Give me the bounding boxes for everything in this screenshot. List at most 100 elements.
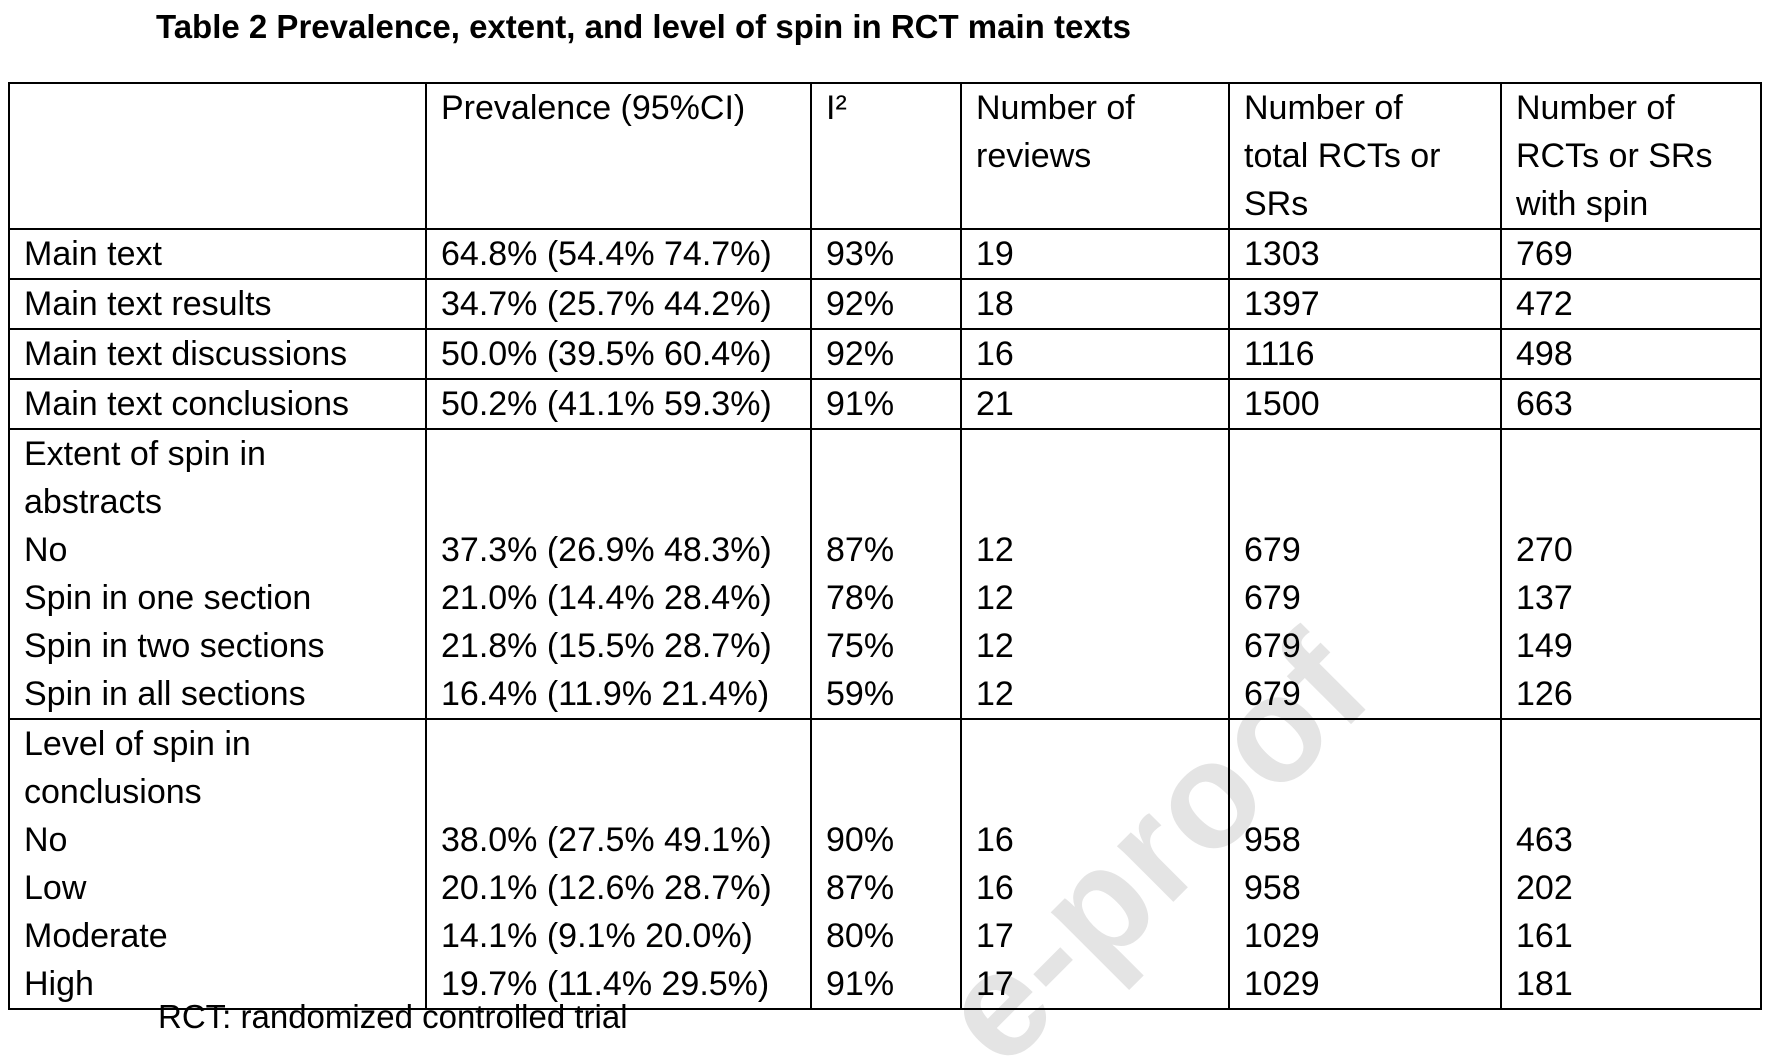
cell-total: 1303 <box>1228 228 1502 280</box>
section-label-cell: Level of spin in conclusions No Low Mode… <box>8 718 427 1010</box>
cell-spin: 202 <box>1516 869 1573 907</box>
spacer <box>826 721 956 816</box>
row-label: Main text discussions <box>8 328 427 380</box>
section-prevalence-cell: 38.0% (27.5% 49.1%) 20.1% (12.6% 28.7%) … <box>425 718 812 1010</box>
cell-prevalence: 19.7% (11.4% 29.5%) <box>441 965 770 1003</box>
cell-total: 958 <box>1244 869 1301 907</box>
cell-prevalence: 14.1% (9.1% 20.0%) <box>441 917 753 955</box>
cell-prevalence: 34.7% (25.7% 44.2%) <box>425 278 812 330</box>
header-empty <box>8 82 427 230</box>
section-total-cell: 958 958 1029 1029 <box>1228 718 1502 1010</box>
row-label: High <box>24 965 94 1003</box>
cell-prevalence: 21.0% (14.4% 28.4%) <box>441 579 772 617</box>
spacer <box>441 431 806 526</box>
table-title: Table 2 Prevalence, extent, and level of… <box>156 8 1132 45</box>
table-row-main-text-results: Main text results 34.7% (25.7% 44.2%) 92… <box>8 278 1762 330</box>
cell-spin: 463 <box>1516 821 1573 859</box>
cell-prevalence: 50.2% (41.1% 59.3%) <box>425 378 812 430</box>
row-label: Spin in two sections <box>24 627 325 665</box>
cell-total: 1029 <box>1244 917 1320 955</box>
cell-prevalence: 50.0% (39.5% 60.4%) <box>425 328 812 380</box>
section-row-level-conclusions: Level of spin in conclusions No Low Mode… <box>8 718 1762 1010</box>
cell-reviews: 12 <box>976 675 1014 713</box>
cell-i2: 87% <box>826 869 895 907</box>
cell-total: 1397 <box>1228 278 1502 330</box>
cell-total: 1029 <box>1244 965 1320 1003</box>
spacer <box>1516 431 1756 526</box>
cell-spin: 498 <box>1500 328 1762 380</box>
section-title: Level of spin in conclusions <box>24 725 251 811</box>
section-spin-cell: 463 202 161 181 <box>1500 718 1762 1010</box>
header-with-spin: Number of RCTs or SRs with spin <box>1500 82 1762 230</box>
row-label: No <box>24 531 68 569</box>
cell-reviews: 19 <box>960 228 1230 280</box>
cell-total: 679 <box>1244 627 1301 665</box>
header-reviews: Number of reviews <box>960 82 1230 230</box>
spacer <box>976 431 1224 526</box>
cell-reviews: 12 <box>976 531 1014 569</box>
cell-i2: 91% <box>826 965 895 1003</box>
cell-reviews: 17 <box>976 917 1014 955</box>
cell-i2: 75% <box>826 627 895 665</box>
cell-spin: 137 <box>1516 579 1573 617</box>
cell-reviews: 16 <box>976 821 1014 859</box>
header-row: Prevalence (95%CI) I² Number of reviews … <box>8 82 1762 230</box>
table-footnote: RCT: randomized controlled trial <box>158 998 628 1035</box>
cell-reviews: 17 <box>976 965 1014 1003</box>
section-spin-cell: 270 137 149 126 <box>1500 428 1762 720</box>
table-row-main-text: Main text 64.8% (54.4% 74.7%) 93% 19 130… <box>8 228 1762 280</box>
section-total-cell: 679 679 679 679 <box>1228 428 1502 720</box>
section-reviews-cell: 16 16 17 17 <box>960 718 1230 1010</box>
cell-i2: 90% <box>826 821 895 859</box>
header-total-rcts: Number of total RCTs or SRs <box>1228 82 1502 230</box>
cell-i2: 92% <box>810 328 962 380</box>
cell-spin: 161 <box>1516 917 1573 955</box>
cell-reviews: 21 <box>960 378 1230 430</box>
table-row-main-text-conclusions: Main text conclusions 50.2% (41.1% 59.3%… <box>8 378 1762 430</box>
cell-reviews: 12 <box>976 627 1014 665</box>
cell-prevalence: 20.1% (12.6% 28.7%) <box>441 869 772 907</box>
row-label: Spin in all sections <box>24 675 306 713</box>
section-reviews-cell: 12 12 12 12 <box>960 428 1230 720</box>
cell-spin: 663 <box>1500 378 1762 430</box>
cell-i2: 91% <box>810 378 962 430</box>
cell-total: 1500 <box>1228 378 1502 430</box>
row-label: Low <box>24 869 87 907</box>
spacer <box>1244 431 1496 526</box>
cell-total: 958 <box>1244 821 1301 859</box>
header-prevalence: Prevalence (95%CI) <box>425 82 812 230</box>
cell-i2: 87% <box>826 531 895 569</box>
row-label: Main text <box>8 228 427 280</box>
cell-spin: 126 <box>1516 675 1573 713</box>
row-label: No <box>24 821 68 859</box>
cell-spin: 472 <box>1500 278 1762 330</box>
cell-prevalence: 16.4% (11.9% 21.4%) <box>441 675 770 713</box>
cell-i2: 80% <box>826 917 895 955</box>
cell-total: 1116 <box>1228 328 1502 380</box>
cell-spin: 181 <box>1516 965 1573 1003</box>
section-row-extent-abstracts: Extent of spin in abstracts No Spin in o… <box>8 428 1762 720</box>
spin-prevalence-table: Prevalence (95%CI) I² Number of reviews … <box>8 82 1762 1010</box>
cell-reviews: 18 <box>960 278 1230 330</box>
cell-prevalence: 38.0% (27.5% 49.1%) <box>441 821 772 859</box>
spacer <box>1516 721 1756 816</box>
spacer <box>976 721 1224 816</box>
table-row-main-text-discussions: Main text discussions 50.0% (39.5% 60.4%… <box>8 328 1762 380</box>
section-i2-cell: 87% 78% 75% 59% <box>810 428 962 720</box>
cell-i2: 59% <box>826 675 895 713</box>
cell-spin: 270 <box>1516 531 1573 569</box>
cell-total: 679 <box>1244 531 1301 569</box>
section-title: Extent of spin in abstracts <box>24 435 266 521</box>
header-i2: I² <box>810 82 962 230</box>
cell-prevalence: 64.8% (54.4% 74.7%) <box>425 228 812 280</box>
cell-spin: 769 <box>1500 228 1762 280</box>
cell-i2: 92% <box>810 278 962 330</box>
row-label: Main text conclusions <box>8 378 427 430</box>
section-prevalence-cell: 37.3% (26.9% 48.3%) 21.0% (14.4% 28.4%) … <box>425 428 812 720</box>
cell-spin: 149 <box>1516 627 1573 665</box>
cell-total: 679 <box>1244 675 1301 713</box>
cell-i2: 93% <box>810 228 962 280</box>
row-label: Moderate <box>24 917 168 955</box>
cell-reviews: 16 <box>960 328 1230 380</box>
